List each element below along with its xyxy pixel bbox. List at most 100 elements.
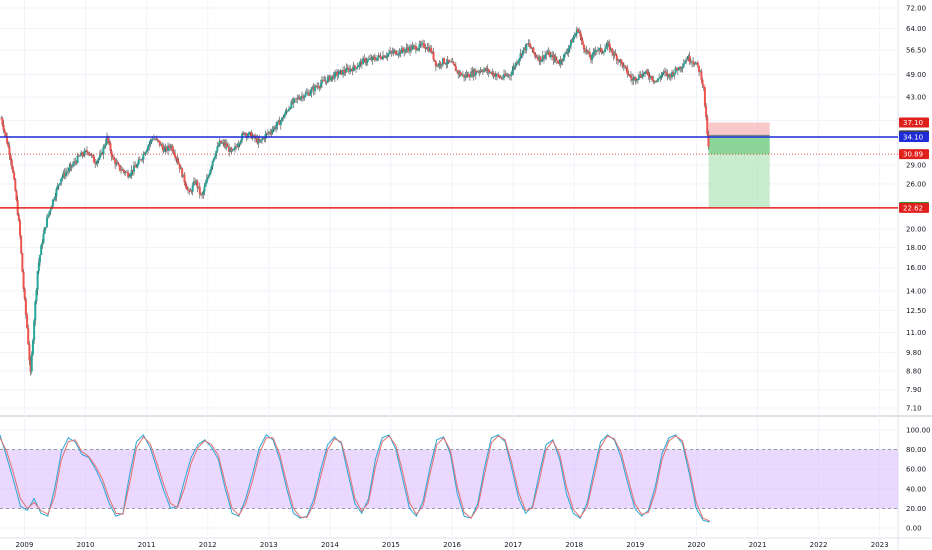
candle-body xyxy=(625,66,628,69)
candle-body xyxy=(195,180,198,184)
candle-body xyxy=(149,140,152,144)
candle-body xyxy=(700,71,703,80)
candle-body xyxy=(219,140,222,144)
year-tick-label: 2014 xyxy=(321,541,339,549)
candle-body xyxy=(526,43,529,45)
position-zones[interactable] xyxy=(708,122,770,208)
candle-body xyxy=(565,52,568,54)
candle-body xyxy=(163,148,166,152)
candle-body xyxy=(11,166,14,173)
candle-body xyxy=(429,47,432,52)
candle-body xyxy=(559,59,562,65)
candle-body xyxy=(295,98,298,100)
price-candles xyxy=(0,26,710,376)
candle-body xyxy=(325,80,328,83)
candle-body xyxy=(440,64,443,66)
candle-body xyxy=(289,108,292,109)
candle-body xyxy=(85,150,88,153)
candle-body xyxy=(683,62,686,64)
candle-body xyxy=(571,40,574,43)
candle-body xyxy=(257,139,260,144)
candle-body xyxy=(285,110,288,112)
candle-body xyxy=(651,76,654,80)
candle-body xyxy=(30,354,33,372)
candle-body xyxy=(480,70,483,72)
candle-body xyxy=(643,71,646,74)
candle-body xyxy=(81,152,84,156)
candle-body xyxy=(374,59,377,61)
candle-body xyxy=(627,74,630,76)
candle-body xyxy=(579,31,582,37)
candle-body xyxy=(540,59,543,62)
candle-body xyxy=(667,74,670,77)
candle-body xyxy=(188,190,191,191)
candle-body xyxy=(282,117,285,119)
candle-body xyxy=(584,49,587,52)
candle-body xyxy=(330,77,333,81)
candle-body xyxy=(78,155,81,157)
candle-body xyxy=(304,93,307,97)
oscillator-lines xyxy=(0,434,710,523)
candle-body xyxy=(370,58,373,61)
candle-body xyxy=(7,143,10,147)
candle-body xyxy=(389,51,392,54)
stop-loss-zone[interactable] xyxy=(708,122,770,136)
candle-body xyxy=(457,70,460,75)
time-axis[interactable]: 2009 2010 2011 2012 2013 2014 2015 2016 2017 2018… xyxy=(16,541,889,549)
candle-body xyxy=(17,214,20,221)
candle-body xyxy=(271,129,274,133)
candle-body xyxy=(326,77,329,83)
candle-body xyxy=(258,139,261,142)
candle-body xyxy=(582,44,585,50)
candle-body xyxy=(363,58,366,60)
candle-body xyxy=(250,132,253,139)
candle-body xyxy=(87,152,90,154)
candle-body xyxy=(210,166,213,170)
candle-body xyxy=(116,162,119,164)
candle-body xyxy=(578,31,581,33)
candle-body xyxy=(500,77,503,79)
candle-body xyxy=(124,172,127,173)
candle-body xyxy=(19,220,22,236)
candle-body xyxy=(640,76,643,78)
candle-body xyxy=(448,61,451,63)
candle-body xyxy=(645,70,648,72)
candle-body xyxy=(446,59,449,64)
candle-body xyxy=(27,327,30,345)
candle-body xyxy=(152,138,155,140)
candle-body xyxy=(460,74,463,76)
candle-body xyxy=(347,68,350,72)
candle-body xyxy=(491,71,494,76)
candle-body xyxy=(597,50,600,52)
candle-body xyxy=(531,47,534,49)
candle-body xyxy=(144,151,147,155)
candle-body xyxy=(83,150,86,156)
candle-body xyxy=(481,71,484,73)
candle-body xyxy=(242,132,245,134)
candle-body xyxy=(74,161,77,163)
candle-body xyxy=(38,255,41,263)
candle-body xyxy=(297,97,300,99)
horizontal-lines[interactable] xyxy=(0,136,898,209)
candle-body xyxy=(76,155,79,163)
price-tag-label: 34.10 xyxy=(903,134,923,142)
candle-body xyxy=(399,50,402,54)
candle-body xyxy=(47,214,50,218)
candle-body xyxy=(244,133,247,135)
candle-body xyxy=(585,49,588,52)
year-tick-label: 2021 xyxy=(749,541,767,549)
candle-body xyxy=(101,152,104,155)
candle-body xyxy=(681,66,684,68)
candle-body xyxy=(236,146,239,148)
osc-tick-label: 80.00 xyxy=(906,446,926,454)
candle-body xyxy=(332,75,335,79)
candle-body xyxy=(466,73,469,77)
oscillator-axis[interactable]: 100.00 80.00 60.00 40.00 20.00 0.00 xyxy=(906,427,931,533)
osc-tick-label: 40.00 xyxy=(906,485,926,493)
candle-body xyxy=(656,78,659,82)
candle-body xyxy=(390,51,393,53)
candle-body xyxy=(209,169,212,175)
candle-body xyxy=(286,110,289,112)
candle-body xyxy=(175,157,178,159)
